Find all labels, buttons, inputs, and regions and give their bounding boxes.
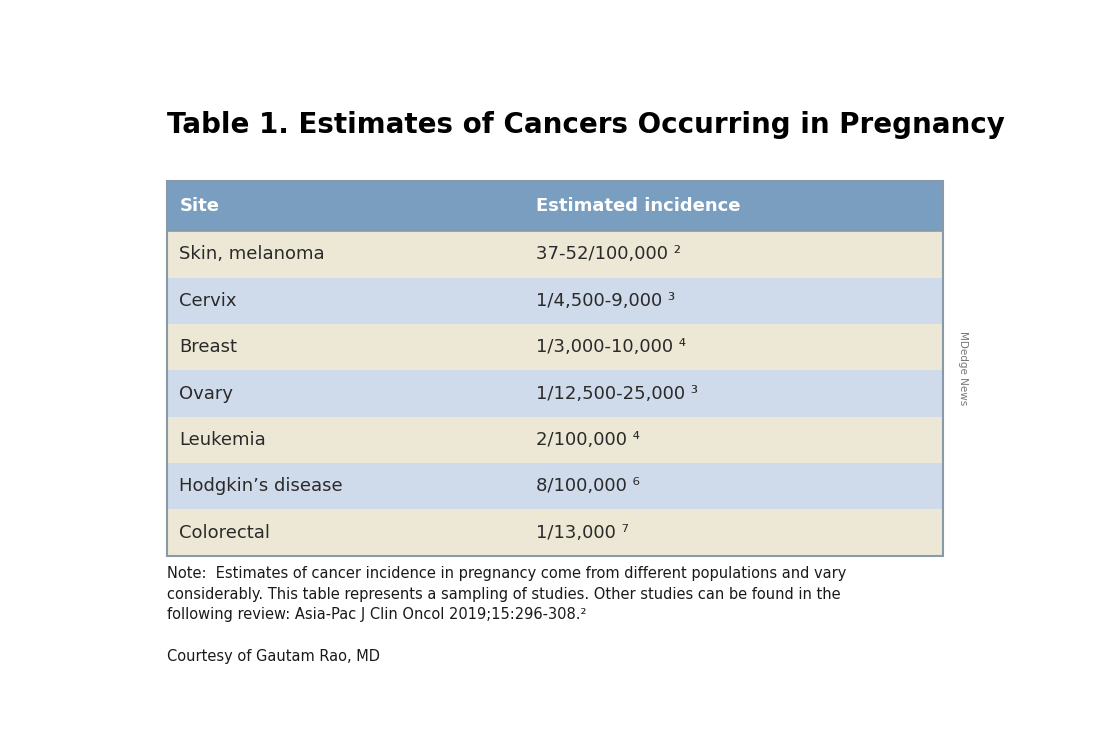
Text: 1/4,500-9,000 ³: 1/4,500-9,000 ³ [536, 292, 675, 310]
Text: Cervix: Cervix [179, 292, 236, 310]
Bar [167, 180, 943, 231]
Text: Note:  Estimates of cancer incidence in pregnancy come from different population: Note: Estimates of cancer incidence in p… [167, 566, 847, 622]
Text: 8/100,000 ⁶: 8/100,000 ⁶ [536, 477, 640, 495]
Text: Breast: Breast [179, 338, 238, 356]
Text: 1/13,000 ⁷: 1/13,000 ⁷ [536, 523, 629, 541]
Text: 37-52/100,000 ²: 37-52/100,000 ² [536, 245, 681, 263]
Text: Courtesy of Gautam Rao, MD: Courtesy of Gautam Rao, MD [167, 649, 381, 664]
Bar [167, 463, 943, 510]
Text: MDedge News: MDedge News [958, 331, 968, 405]
Text: Skin, melanoma: Skin, melanoma [179, 245, 324, 263]
Text: Estimated incidence: Estimated incidence [536, 197, 740, 215]
Bar [167, 417, 943, 463]
Text: 2/100,000 ⁴: 2/100,000 ⁴ [536, 431, 640, 448]
Text: Ovary: Ovary [179, 384, 233, 402]
Text: Colorectal: Colorectal [179, 523, 271, 541]
Text: Leukemia: Leukemia [179, 431, 266, 448]
Text: Site: Site [179, 197, 219, 215]
Text: Table 1. Estimates of Cancers Occurring in Pregnancy: Table 1. Estimates of Cancers Occurring … [167, 111, 1005, 139]
Bar [167, 371, 943, 417]
Bar [167, 180, 943, 556]
Bar [167, 231, 943, 278]
Bar [167, 510, 943, 556]
Bar [167, 324, 943, 371]
Bar [167, 278, 943, 324]
Text: 1/3,000-10,000 ⁴: 1/3,000-10,000 ⁴ [536, 338, 686, 356]
Text: Hodgkin’s disease: Hodgkin’s disease [179, 477, 343, 495]
Text: 1/12,500-25,000 ³: 1/12,500-25,000 ³ [536, 384, 698, 402]
